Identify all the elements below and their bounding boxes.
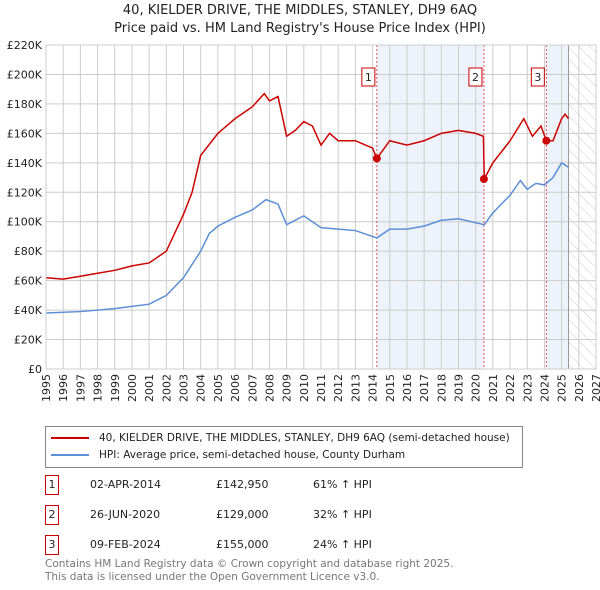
legend-item-property: 40, KIELDER DRIVE, THE MIDDLES, STANLEY,… [51,430,510,446]
chart-subtitle: Price paid vs. HM Land Registry's House … [114,21,486,36]
marker-label-box [468,67,483,87]
x-tick-label: 2011 [315,374,328,402]
forecast-hatch [568,45,596,369]
x-tick-label: 2022 [504,374,517,402]
marker-label: 1 [365,71,372,84]
chart-title: 40, KIELDER DRIVE, THE MIDDLES, STANLEY,… [122,3,478,18]
y-tick-label: £0 [28,363,42,376]
date: 26-JUN-2020 [90,508,161,521]
y-tick-label: £200K [7,68,43,81]
date: 09-FEB-2024 [90,538,161,551]
date: 02-APR-2014 [90,478,162,491]
x-tick-label: 2019 [453,374,466,402]
x-tick-label: 2014 [367,374,380,402]
y-tick-label: £140K [7,157,43,170]
footer: Contains HM Land Registry data © Crown c… [45,558,453,584]
series-line [45,92,570,280]
y-tick-label: £100K [7,216,43,229]
x-tick-label: 2015 [384,374,397,402]
legend-line-red [51,437,89,439]
x-tick-label: 2002 [160,374,173,402]
x-tick-label: 2024 [538,374,551,402]
legend-line-blue [51,454,89,456]
y-tick-label: £80K [14,245,43,258]
marker-badge: 1 [45,475,59,495]
sale-point [372,154,381,163]
x-tick-label: 1998 [92,374,105,402]
x-tick-label: 2021 [487,374,500,402]
series-line [45,161,569,314]
marker-label-box [530,67,545,87]
x-tick-label: 2016 [401,374,414,402]
price-chart: 1995 1996 1997 1998 1999 2000 2001 2002 2003 2004… [7,39,600,402]
price: £155,000 [216,538,269,551]
y-tick-label: £20K [14,334,43,347]
marker-label: 3 [534,71,541,84]
x-tick-label: 1997 [74,374,87,402]
x-tick-label: 2001 [143,374,156,402]
y-tick-label: £60K [14,275,43,288]
marker-badge: 3 [45,535,59,555]
x-tick-label: 2009 [281,374,294,402]
licence-text: This data is licensed under the Open Gov… [45,571,380,583]
x-tick-label: 2003 [178,374,191,402]
x-tick-label: 2000 [126,374,139,402]
hpi-change: 32% ↑ HPI [313,508,372,521]
x-tick-label: 2020 [470,374,483,402]
x-tick-label: 1996 [57,374,70,402]
x-tick-label: 2007 [246,374,259,402]
shaded-period [546,45,569,369]
price: £142,950 [216,478,269,491]
marker-label-box [361,67,376,87]
shaded-period [376,45,484,369]
x-tick-label: 2013 [349,374,362,402]
hpi-change: 24% ↑ HPI [313,538,372,551]
y-tick-label: £160K [7,127,43,140]
x-tick-label: 2010 [298,374,311,402]
legend-label: HPI: Average price, semi-detached house,… [99,449,406,461]
sale-point [542,136,551,145]
x-tick-label: 2012 [332,374,345,402]
x-tick-label: 2017 [418,374,431,402]
hpi-change: 61% ↑ HPI [313,478,372,491]
y-tick-label: £180K [7,98,43,111]
plot-frame [45,44,597,370]
x-tick-label: 2026 [573,374,586,402]
x-tick-label: 2023 [521,374,534,402]
y-tick-label: £40K [14,304,43,317]
legend-label: 40, KIELDER DRIVE, THE MIDDLES, STANLEY,… [99,432,510,444]
x-tick-label: 1999 [109,374,122,402]
legend-item-hpi: HPI: Average price, semi-detached house,… [51,447,405,463]
x-tick-label: 1995 [40,374,53,402]
legend: 40, KIELDER DRIVE, THE MIDDLES, STANLEY,… [45,426,523,468]
x-tick-label: 2005 [212,374,225,402]
marker-label: 2 [472,71,479,84]
x-tick-label: 2004 [195,374,208,402]
x-tick-label: 2018 [435,374,448,402]
price: £129,000 [216,508,269,521]
copyright-text: Contains HM Land Registry data © Crown c… [45,558,454,570]
y-tick-label: £220K [7,39,43,52]
x-tick-label: 2025 [556,374,569,402]
y-tick-label: £120K [7,186,43,199]
x-tick-label: 2027 [590,374,600,402]
sale-point [479,175,488,184]
marker-badge: 2 [45,505,59,525]
x-tick-label: 2006 [229,374,242,402]
x-tick-label: 2008 [263,374,276,402]
